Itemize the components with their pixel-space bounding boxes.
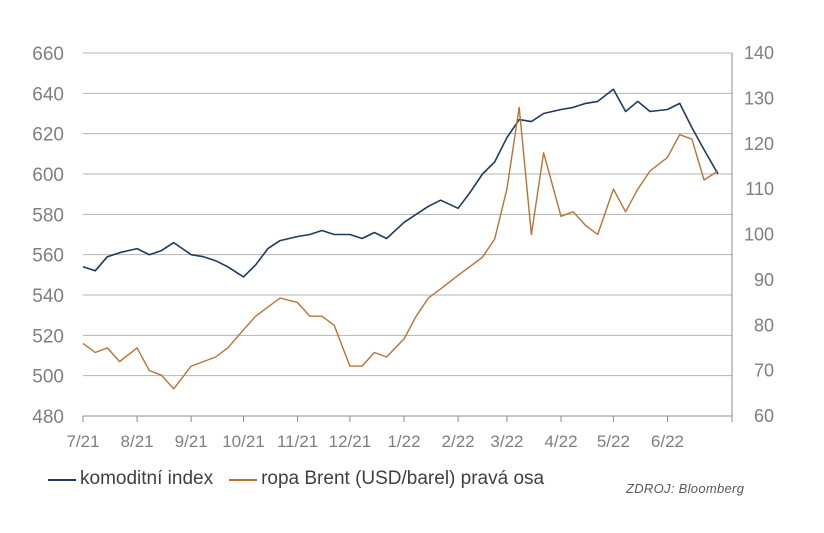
- x-tick-label: 2/22: [442, 432, 475, 451]
- series-line-komoditni-index: [82, 88, 719, 278]
- left-tick-label: 560: [32, 246, 64, 267]
- left-tick-label: 660: [32, 44, 64, 65]
- x-tick-label: 7/21: [66, 432, 99, 451]
- gridlines: [83, 52, 733, 422]
- x-tick-label: 8/21: [121, 432, 154, 451]
- right-tick-label: 120: [744, 134, 774, 154]
- right-axis-ticks: 60 70 80 90 100 110 120 130 140: [744, 43, 774, 426]
- left-tick-label: 520: [32, 326, 64, 347]
- x-tick-label: 5/22: [597, 432, 630, 451]
- right-tick-label: 140: [744, 43, 774, 63]
- right-tick-label: 130: [744, 88, 774, 108]
- legend-label-komoditni-index: komoditní index: [80, 468, 214, 489]
- source-note: ZDROJ: Bloomberg: [626, 481, 745, 496]
- legend-item-brent: ropa Brent (USD/barel) pravá osa: [229, 468, 544, 490]
- series-lines: [82, 88, 719, 390]
- x-tick-label: 4/22: [544, 432, 577, 451]
- left-tick-label: 580: [32, 205, 64, 226]
- left-tick-label: 500: [32, 367, 64, 388]
- left-tick-label: 640: [32, 84, 64, 105]
- legend-swatch-komoditni-index: [48, 479, 76, 481]
- right-tick-label: 60: [754, 406, 774, 426]
- left-axis-ticks: 480 500 520 540 560 580 600 620 640 660: [32, 44, 64, 428]
- right-tick-label: 80: [754, 315, 774, 335]
- x-axis-ticks: 7/21 8/21 9/21 10/21 11/21 12/21 1/22 2/22 3/22 4…: [66, 416, 684, 451]
- legend-item-komoditni-index: komoditní index: [48, 468, 213, 490]
- x-tick-label: 6/22: [651, 432, 684, 451]
- legend-label-brent: ropa Brent (USD/barel) pravá osa: [261, 468, 545, 489]
- left-tick-label: 620: [32, 125, 64, 146]
- x-tick-label: 10/21: [222, 432, 265, 451]
- legend: komoditní index ropa Brent (USD/barel) p…: [48, 468, 560, 490]
- x-tick-label: 1/22: [387, 432, 420, 451]
- right-tick-label: 110: [745, 179, 774, 199]
- left-tick-label: 480: [32, 407, 64, 428]
- right-tick-label: 90: [754, 270, 774, 290]
- x-tick-label: 12/21: [329, 432, 372, 451]
- x-tick-label: 3/22: [490, 432, 523, 451]
- right-tick-label: 70: [754, 361, 774, 381]
- right-tick-label: 100: [744, 225, 774, 245]
- legend-swatch-brent: [229, 479, 258, 481]
- series-line-brent: [82, 106, 719, 390]
- x-tick-label: 9/21: [175, 432, 208, 451]
- x-tick-label: 11/21: [277, 432, 318, 451]
- left-tick-label: 540: [32, 286, 64, 307]
- left-tick-label: 600: [32, 165, 64, 186]
